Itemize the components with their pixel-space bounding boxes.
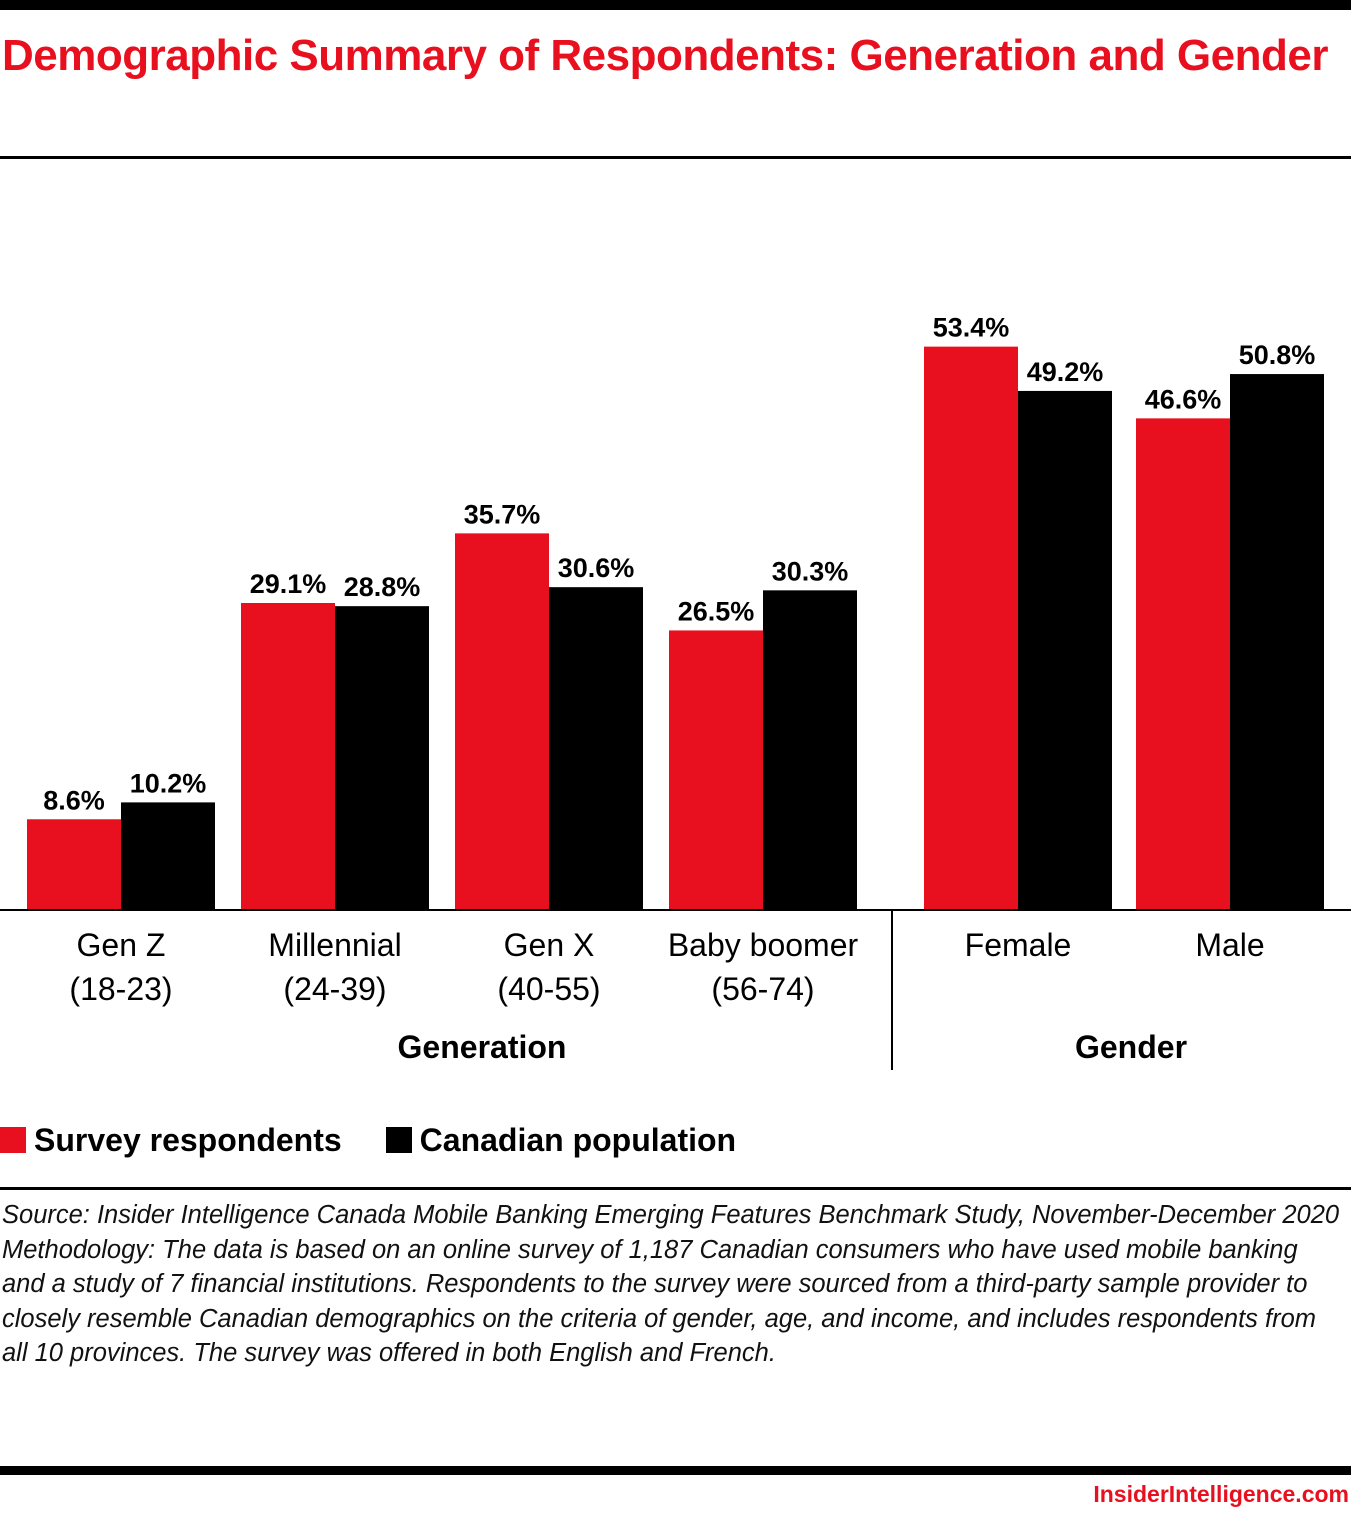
notes: Source: Insider Intelligence Canada Mobi… [2,1198,1347,1371]
chart-title: Demographic Summary of Respondents: Gene… [2,31,1328,80]
legend-swatch-survey [0,1127,26,1153]
value-label-population-5: 50.8% [1239,340,1316,370]
source-note: Source: Insider Intelligence Canada Mobi… [2,1201,1340,1229]
value-labels-layer: 8.6% 10.2% 29.1% 28.8% 35.7% 30.6% 26.5% 30.3% 5… [43,313,1315,816]
legend-item-population: Canadian population [385,1121,737,1159]
category-label-0: Gen Z [77,927,166,963]
category-label-3: Baby boomer [668,927,859,963]
notes-rule [0,1187,1351,1190]
value-label-survey-2: 35.7% [464,499,541,529]
bar-survey-0 [27,819,121,910]
value-label-survey-4: 53.4% [933,313,1010,343]
legend-swatch-population [385,1127,412,1153]
bar-survey-3 [669,630,763,910]
category-label-2: Gen X [504,927,595,963]
bar-population-3 [763,590,857,910]
group-label-gender: Gender [1075,1029,1187,1065]
bar-survey-5 [1136,418,1230,910]
bar-survey-4 [924,346,1018,910]
legend-item-survey: Survey respondents [0,1122,342,1159]
bar-population-0 [121,802,215,910]
value-label-population-2: 30.6% [558,553,635,583]
legend-label-survey: Survey respondents [34,1121,342,1158]
category-sublabel-1: (24-39) [283,971,386,1007]
category-sublabel-3: (56-74) [711,971,814,1007]
top-rule [0,0,1351,10]
legend: Survey respondents Canadian population [0,1120,780,1160]
category-label-5: Male [1195,927,1264,963]
bottom-rule [0,1466,1351,1475]
bar-chart: 8.6% 10.2% 29.1% 28.8% 35.7% 30.6% 26.5% 30.3% 5… [0,313,1351,1070]
bar-population-4 [1018,390,1112,910]
bar-population-5 [1230,374,1324,910]
bars-layer [27,346,1324,910]
category-sublabel-2: (40-55) [497,971,600,1007]
methodology-note: Methodology: The data is based on an onl… [2,1235,1317,1368]
group-label-generation: Generation [398,1029,567,1065]
category-labels-layer: Gen Z (18-23) Millennial (24-39) Gen X (40-55… [69,927,1264,1007]
value-label-population-1: 28.8% [344,572,421,602]
category-label-4: Female [965,927,1072,963]
bar-population-2 [549,587,643,910]
category-sublabel-0: (18-23) [69,971,172,1007]
value-label-survey-3: 26.5% [678,596,755,626]
value-label-survey-1: 29.1% [250,569,327,599]
value-label-population-3: 30.3% [772,556,849,586]
value-label-survey-0: 8.6% [43,785,105,815]
bar-survey-1 [241,602,335,910]
bar-survey-2 [455,533,549,910]
brand-link[interactable]: InsiderIntelligence.com [1093,1481,1349,1507]
title-rule [0,156,1351,159]
legend-label-population: Canadian population [419,1121,737,1158]
value-label-survey-5: 46.6% [1145,384,1222,414]
value-label-population-4: 49.2% [1027,357,1104,387]
category-label-1: Millennial [268,927,401,963]
value-label-population-0: 10.2% [130,768,207,798]
group-labels-layer: Generation Gender [398,1029,1187,1065]
bar-population-1 [335,606,429,910]
